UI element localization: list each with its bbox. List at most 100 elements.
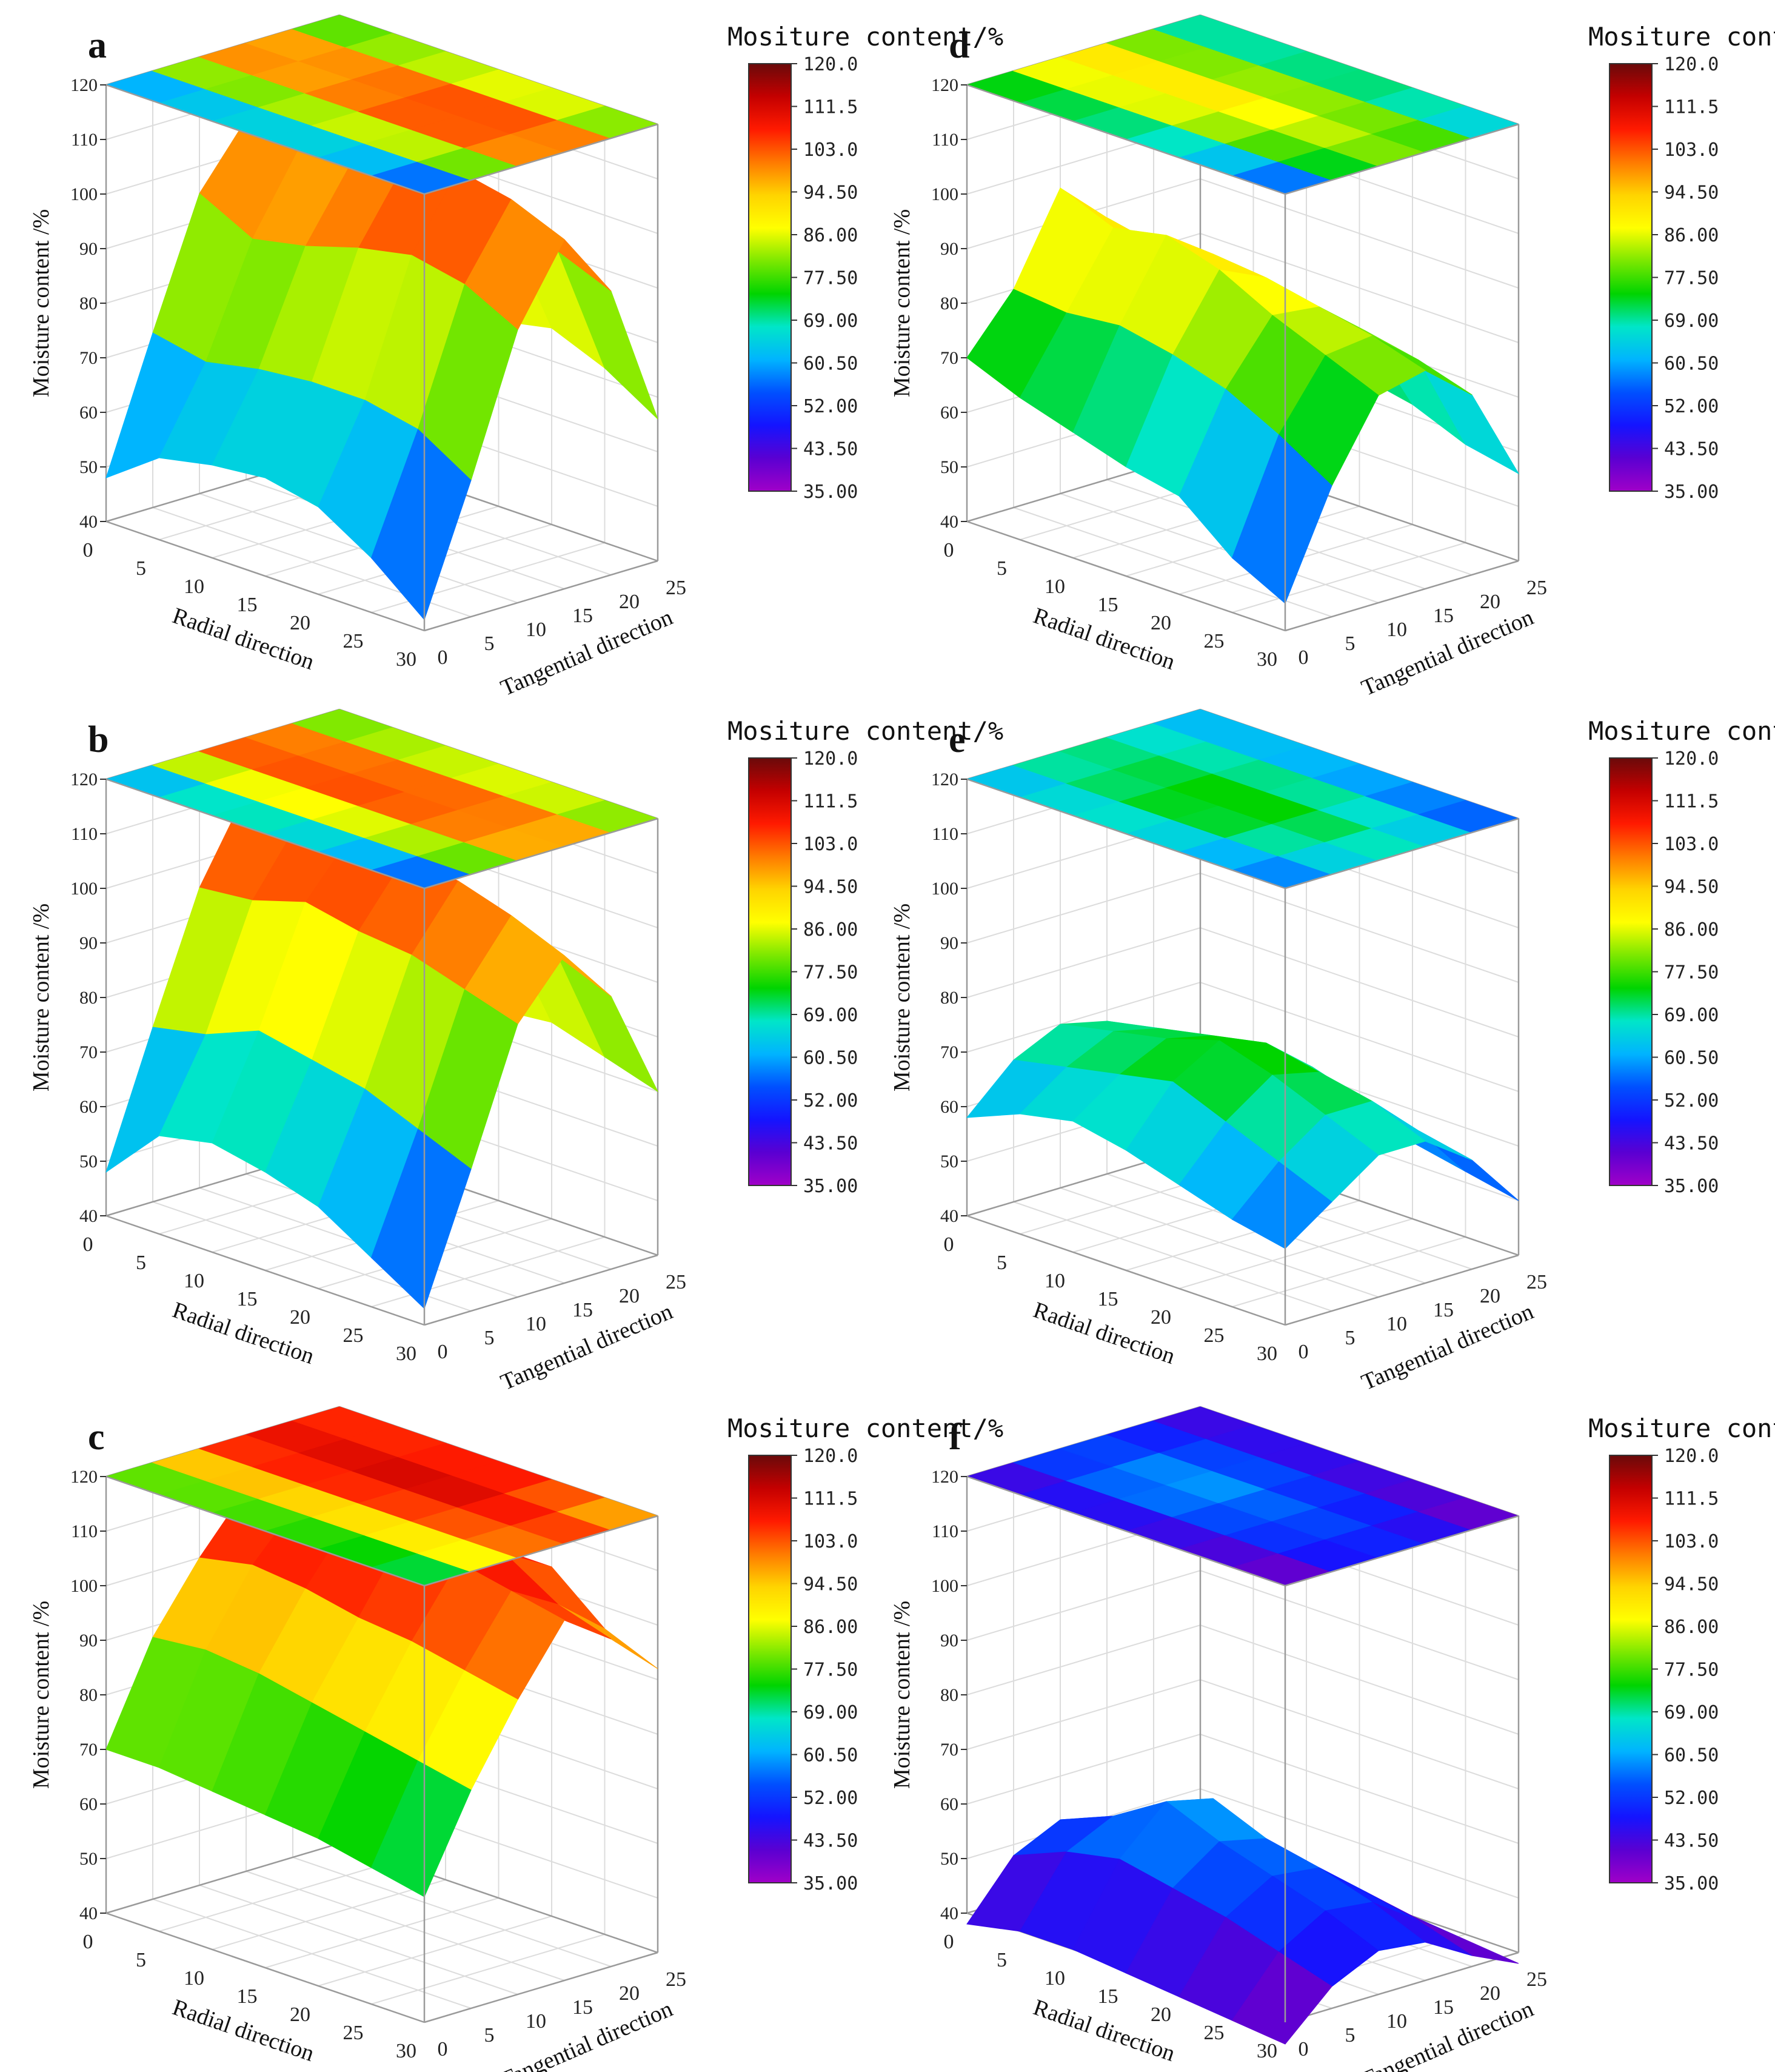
radial-tick-label: 10 (184, 1270, 204, 1292)
radial-tick-label: 30 (396, 2040, 416, 2062)
axis-frame-front (1285, 1515, 1519, 1587)
surface-cell (1231, 434, 1332, 604)
z-tick-label: 80 (79, 293, 98, 313)
z-tick-label: 80 (940, 293, 958, 313)
z-tick-label: 40 (940, 1903, 958, 1923)
surface-cell (370, 429, 472, 620)
surface-cell (1231, 1161, 1332, 1249)
panel-f-surface (966, 1798, 1519, 2045)
colorbar-tick-label: 120.0 (1664, 1446, 1719, 1467)
colorbar-tick-label: 86.00 (1664, 919, 1719, 940)
tangential-tick-label: 20 (1480, 1982, 1500, 2005)
radial-tick-label: 10 (1045, 1967, 1065, 1990)
colorbar-title: Mositure content/% (727, 716, 1003, 746)
axis-frame (424, 560, 658, 632)
panel-c-top-projection (105, 1406, 659, 1586)
colorbar-tick-label: 77.50 (1664, 268, 1719, 289)
z-tick-label: 40 (940, 512, 958, 532)
tangential-tick-label: 0 (438, 646, 448, 669)
z-tick-label: 100 (931, 879, 958, 899)
radial-tick-label: 30 (1257, 2040, 1277, 2062)
panel-label: e (949, 719, 966, 760)
z-tick-label: 40 (79, 1903, 98, 1923)
radial-tick-label: 15 (237, 594, 258, 616)
radial-tick-label: 10 (1045, 1270, 1065, 1292)
colorbar-tick-label: 60.50 (803, 354, 858, 375)
gridline-floor-r (1232, 1236, 1466, 1307)
panel-a: 40 50 60 70 80 90 100 110 120 0 5 10 15 20 25 30 0 5 10 15 2… (28, 14, 1003, 701)
tangential-tick-label: 10 (1386, 619, 1407, 641)
axis-frame-front (966, 1475, 1286, 1587)
colorbar-tick-label: 35.00 (1664, 1873, 1719, 1894)
z-tick-label: 110 (932, 824, 958, 844)
radial-tick-label: 15 (1098, 594, 1118, 616)
axis-frame-front (105, 778, 425, 890)
colorbar-tick-label: 69.00 (803, 310, 858, 332)
radial-tick-label: 5 (136, 1252, 146, 1274)
surface-cell (370, 1128, 472, 1309)
panel-label: f (949, 1417, 962, 1458)
colorbar-tick-label: 60.50 (1664, 1048, 1719, 1069)
radial-tick-label: 25 (1204, 1324, 1225, 1347)
gridline-z (966, 872, 1519, 983)
axis-frame-front (105, 84, 425, 195)
z-tick-label: 80 (940, 1685, 958, 1705)
tangential-tick-label: 15 (1433, 605, 1454, 627)
tangential-tick-label: 20 (619, 1285, 640, 1307)
colorbar-tick-label: 77.50 (803, 268, 858, 289)
radial-tick-label: 10 (1045, 575, 1065, 598)
z-tick-label: 80 (79, 1685, 98, 1705)
tangential-tick-label: 0 (1299, 646, 1309, 669)
colorbar-tick-label: 86.00 (1664, 1617, 1719, 1638)
colorbar-title: Mositure content/% (1588, 22, 1775, 52)
colorbar-tick-label: 77.50 (1664, 962, 1719, 984)
z-tick-label: 60 (79, 403, 98, 423)
tangential-tick-label: 10 (526, 2010, 546, 2033)
z-tick-label: 60 (940, 403, 958, 423)
panel-c: 40 50 60 70 80 90 100 110 120 0 5 10 15 20 25 30 0 5 10 15 2… (28, 1406, 1003, 2072)
radial-tick-label: 10 (184, 575, 204, 598)
z-tick-label: 120 (931, 1467, 958, 1487)
colorbar-tick-label: 103.0 (1664, 834, 1719, 855)
z-axis-title: Moisture content /% (889, 209, 915, 397)
colorbar-title: Mositure content/% (727, 1413, 1003, 1443)
z-tick-label: 60 (79, 1097, 98, 1117)
z-tick-label: 70 (79, 1740, 98, 1760)
z-tick-label: 110 (71, 130, 98, 150)
tangential-tick-label: 25 (666, 1271, 686, 1293)
z-tick-label: 60 (940, 1097, 958, 1117)
colorbar (1609, 1455, 1653, 1883)
colorbar-tick-label: 60.50 (1664, 354, 1719, 375)
colorbar-tick-label: 69.00 (803, 1702, 858, 1723)
colorbar-tick-label: 103.0 (803, 1531, 858, 1552)
z-tick-label: 90 (79, 1631, 98, 1651)
tangential-tick-label: 10 (526, 619, 546, 641)
colorbar-tick-label: 43.50 (1664, 439, 1719, 460)
radial-tick-label: 0 (944, 539, 954, 562)
colorbar-tick-label: 69.00 (803, 1005, 858, 1026)
radial-tick-label: 20 (1151, 612, 1171, 634)
z-tick-label: 80 (940, 988, 958, 1008)
z-tick-label: 70 (79, 348, 98, 368)
radial-tick-label: 15 (1098, 1985, 1118, 2008)
colorbar-tick-label: 86.00 (803, 1617, 858, 1638)
gridline-floor-r (212, 1879, 446, 1950)
tangential-tick-label: 5 (484, 632, 495, 655)
radial-tick-label: 30 (396, 1343, 416, 1365)
panel-d-surface (966, 187, 1520, 604)
colorbar-tick-label: 120.0 (803, 54, 858, 75)
colorbar-title: Mositure content/% (1588, 1413, 1775, 1443)
z-tick-label: 60 (79, 1794, 98, 1814)
colorbar-tick-label: 103.0 (1664, 1531, 1719, 1552)
z-axis-title: Moisture content /% (28, 209, 54, 397)
axis-frame (424, 1951, 658, 2023)
colorbar-tick-label: 86.00 (803, 919, 858, 940)
radial-tick-label: 30 (1257, 648, 1277, 671)
tangential-tick-label: 15 (1433, 1996, 1454, 2019)
colorbar-tick-label: 111.5 (803, 1489, 858, 1510)
colorbar-tick-label: 60.50 (803, 1048, 858, 1069)
radial-tick-label: 0 (83, 1931, 93, 1953)
tangential-tick-label: 15 (572, 1299, 593, 1321)
radial-tick-label: 25 (1204, 630, 1225, 652)
gridline-z (966, 927, 1519, 1038)
